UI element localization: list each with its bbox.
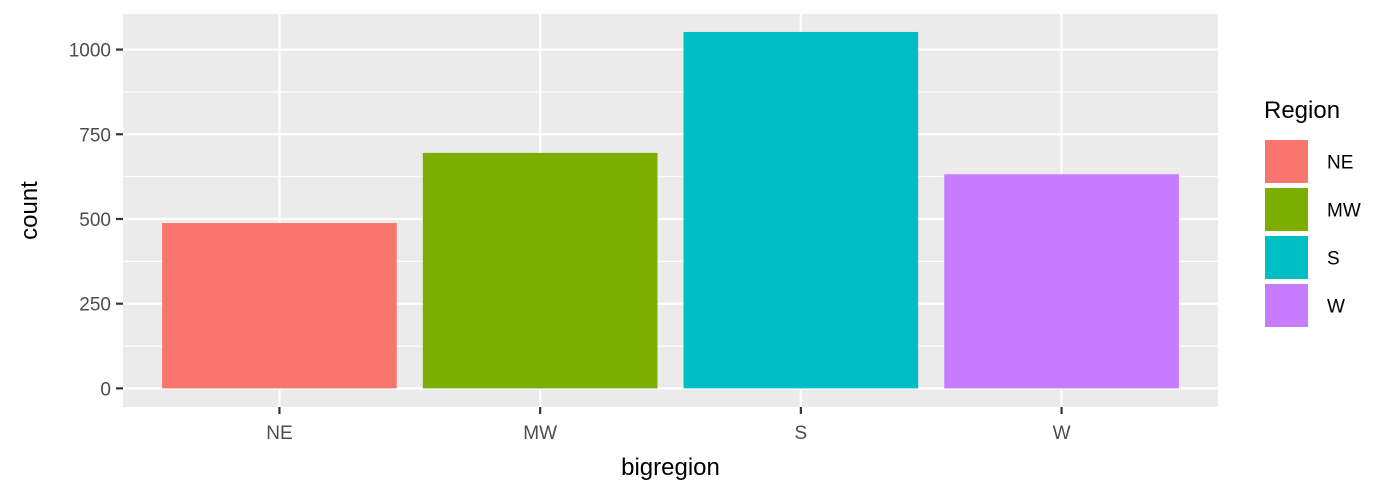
- legend-items: NE MW S W: [1265, 140, 1361, 327]
- y-tick-label: 500: [79, 210, 111, 231]
- legend-key-w: [1265, 284, 1308, 327]
- x-tick-label: MW: [523, 423, 557, 444]
- legend-key-ne: [1265, 140, 1308, 183]
- y-tick-label: 750: [79, 125, 111, 146]
- x-tick-label: S: [795, 423, 808, 444]
- legend-title: Region: [1264, 97, 1340, 124]
- bars-group: [162, 31, 1179, 389]
- x-tick-label: NE: [266, 423, 292, 444]
- y-tick-label: 0: [100, 379, 111, 400]
- y-tick-label: 1000: [69, 41, 111, 62]
- y-axis-title: count: [16, 181, 43, 240]
- legend: Region NE MW S W: [1264, 97, 1361, 327]
- legend-label-w: W: [1327, 297, 1345, 318]
- x-axis-title: bigregion: [621, 454, 720, 481]
- bar-ne: [162, 223, 397, 389]
- y-axis: 0 250 500 750 1000: [69, 41, 123, 400]
- legend-label-ne: NE: [1327, 153, 1353, 174]
- y-tick-label: 250: [79, 295, 111, 316]
- bar-s: [683, 31, 919, 389]
- legend-label-s: S: [1327, 249, 1340, 270]
- bar-w: [944, 174, 1179, 389]
- legend-key-mw: [1265, 188, 1308, 231]
- x-tick-label: W: [1053, 423, 1071, 444]
- x-axis: NE MW S W: [266, 407, 1071, 444]
- bar-mw: [422, 152, 658, 389]
- legend-label-mw: MW: [1327, 201, 1361, 222]
- legend-key-s: [1265, 236, 1308, 279]
